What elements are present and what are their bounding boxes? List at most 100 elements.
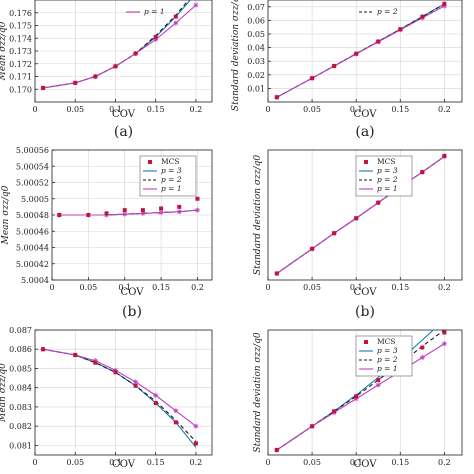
series-point-p1 (193, 423, 199, 429)
mcs-point (93, 360, 98, 365)
x-tick-label: 0.1 (118, 283, 131, 292)
mcs-point (274, 271, 279, 276)
x-tick-label: 0.1 (350, 105, 363, 114)
plot-area (40, 0, 199, 91)
x-tick-label: 0.05 (66, 458, 84, 467)
series-line-p1 (42, 4, 197, 89)
mcs-point (420, 14, 425, 19)
series-point-p1 (173, 408, 179, 414)
x-axis-label: COV (121, 287, 145, 298)
series-point-p1 (122, 211, 128, 217)
mcs-point (159, 206, 164, 211)
x-tick-label: 0.05 (303, 458, 321, 467)
y-tick-label: 5.0005 (21, 195, 49, 204)
series-line-p2 (42, 348, 197, 442)
series-point-p1 (375, 382, 381, 388)
mcs-point (73, 80, 78, 85)
x-tick-label: 0 (265, 105, 270, 114)
y-tick-label: 0.171 (9, 73, 32, 82)
mcs-point (398, 27, 403, 32)
legend-label: MCS (377, 157, 396, 166)
x-tick-label: 0.15 (391, 105, 409, 114)
series-point-p1 (158, 210, 164, 216)
x-tick-label: 0.15 (147, 458, 165, 467)
series-point-p1 (153, 37, 159, 43)
y-tick-label: 0.05 (247, 30, 265, 39)
x-axis-label: COV (112, 109, 136, 120)
x-tick-label: 0.15 (147, 105, 165, 114)
series-point-p1 (419, 355, 425, 360)
x-tick-label: 0.1 (109, 458, 122, 467)
mcs-point (354, 216, 359, 221)
x-tick-label: 0.2 (191, 283, 204, 292)
y-tick-label: 0.175 (9, 22, 32, 31)
y-axis-label: Standard deviation σzz/q0 (253, 155, 263, 275)
mcs-point (153, 34, 158, 39)
x-axis-label: COV (354, 459, 378, 470)
mcs-point (86, 213, 91, 217)
x-tick-label: 0.15 (391, 458, 409, 467)
mcs-point (133, 51, 138, 56)
y-axis-label: Mean σzz/q0 (0, 21, 8, 81)
mcs-point (354, 394, 359, 399)
series-line-p2 (42, 0, 190, 89)
legend-swatch-mcs (364, 160, 368, 164)
legend-label: MCS (161, 157, 180, 166)
axes-frame (267, 329, 463, 456)
x-tick-label: 0 (265, 458, 270, 467)
y-tick-label: 0.01 (247, 84, 265, 93)
mcs-point (41, 85, 46, 90)
mcs-point (173, 14, 178, 19)
y-tick-label: 0.02 (247, 71, 265, 80)
mcs-point (354, 51, 359, 56)
y-tick-label: 5.00048 (16, 211, 49, 220)
legend-label: p = 1 (377, 364, 398, 373)
x-tick-label: 0.05 (66, 105, 84, 114)
x-tick-label: 0.2 (438, 458, 451, 467)
plot-area (56, 196, 200, 218)
series-line-p3 (42, 348, 197, 448)
y-tick-label: 5.00044 (16, 244, 49, 253)
mcs-point (442, 153, 447, 158)
y-tick-label: 0.087 (9, 326, 32, 335)
y-tick-label: 5.00052 (16, 179, 49, 188)
mcs-point (376, 378, 381, 382)
y-tick-label: 0.084 (9, 384, 32, 393)
panel-caption: (a) (355, 124, 374, 140)
mcs-point (104, 211, 109, 216)
series-line-p1 (42, 348, 197, 427)
mcs-point (93, 74, 98, 79)
x-tick-label: 0 (49, 283, 54, 292)
mcs-point (274, 95, 279, 100)
mcs-point (193, 441, 198, 446)
y-tick-label: 0.07 (247, 3, 265, 12)
y-axis-label: Standard deviation σzz/q0 (253, 332, 263, 452)
legend-label: p = 1 (377, 184, 398, 193)
chart-panel-top-right: 0 0.05 0.1 0.15 0.2 0.01 0.02 0.03 0.04 0.05 0.06 0… (231, 0, 463, 140)
mcs-point (153, 401, 158, 406)
chart-panel-bottom-left: 0 0.05 0.1 0.15 0.2 0.081 0.082 0.083 0.084 0.085… (0, 326, 213, 470)
x-tick-label: 0 (265, 283, 270, 292)
y-axis-label: Mean σzz/q0 (1, 185, 11, 245)
legend-label: p = 3 (377, 346, 398, 355)
plot-area (274, 330, 447, 453)
legend-label: p = 3 (377, 166, 398, 175)
y-tick-label: 5.00056 (16, 146, 49, 155)
mcs-point (173, 420, 178, 425)
legend-label: p = 1 (144, 7, 165, 16)
x-tick-label: 0.1 (109, 105, 122, 114)
axes-frame (267, 149, 463, 281)
axes-frame (267, 0, 463, 103)
panel-caption: (b) (122, 304, 142, 320)
mcs-point (376, 39, 381, 44)
y-tick-label: 0.085 (9, 364, 32, 373)
chart-panel-bottom-right: 0 0.05 0.1 0.15 0.2 COV Standard deviation σzz… (253, 329, 463, 470)
mcs-point (310, 246, 315, 251)
y-axis-label: Mean σzz/q0 (0, 363, 8, 423)
mcs-point (310, 76, 315, 81)
series-point-p1 (194, 207, 200, 213)
mcs-point (310, 424, 315, 429)
x-tick-label: 0.05 (303, 105, 321, 114)
mcs-point (122, 208, 127, 213)
y-tick-label: 0.174 (9, 34, 32, 43)
